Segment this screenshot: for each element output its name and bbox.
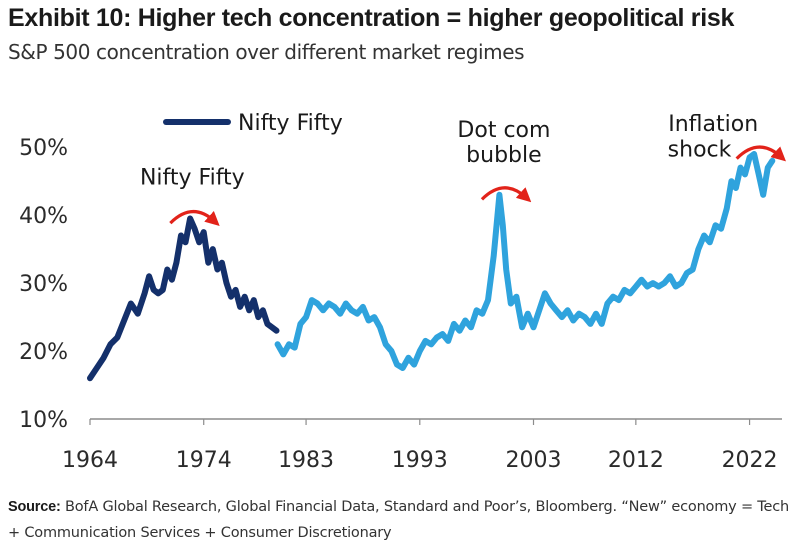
legend-label-nifty-fifty: Nifty Fifty <box>238 111 343 136</box>
red-curved-arrow-icon <box>735 145 786 162</box>
x-tick-label: 1974 <box>176 448 232 473</box>
series-layer <box>87 151 776 382</box>
x-tick-label: 2012 <box>608 448 664 473</box>
series-line-sp500-concentration <box>274 151 776 371</box>
x-tick-label: 1993 <box>392 448 448 473</box>
annotation-text: Inflation <box>668 112 758 137</box>
chart-subtitle: S&P 500 concentration over different mar… <box>8 40 525 64</box>
annotation-text: Nifty Fifty <box>140 166 245 191</box>
x-tick-label: 1964 <box>62 448 118 473</box>
chart-legend: Nifty Fifty <box>163 111 343 136</box>
source-note: Source: BofA Global Research, Global Fin… <box>8 494 798 546</box>
y-tick-label: 50% <box>19 136 68 161</box>
red-curved-arrow-icon <box>480 186 532 203</box>
source-text: BofA Global Research, Global Financial D… <box>8 499 789 541</box>
chart-title: Exhibit 10: Higher tech concentration = … <box>8 4 735 32</box>
y-tick-label: 30% <box>19 272 68 297</box>
series-line-nifty-fifty <box>87 215 280 382</box>
x-tick-label: 1983 <box>278 448 334 473</box>
source-label: Source: <box>8 499 61 515</box>
y-tick-label: 10% <box>19 408 68 433</box>
x-tick-label: 2003 <box>506 448 562 473</box>
y-tick-label: 40% <box>19 204 68 229</box>
annotation-text: bubble <box>466 143 542 168</box>
concentration-chart: 10% 20% 30% 40% 50% 1964 1974 1983 1993 2003 2012 2… <box>19 111 786 473</box>
red-curved-arrow-icon <box>169 210 220 226</box>
annotation-text: shock <box>668 138 732 163</box>
y-tick-label: 20% <box>19 340 68 365</box>
x-tick-label: 2022 <box>722 448 778 473</box>
annotation-text: Dot com <box>457 118 550 143</box>
chart-axes: 10% 20% 30% 40% 50% 1964 1974 1983 1993 2003 2012 2… <box>19 136 782 473</box>
